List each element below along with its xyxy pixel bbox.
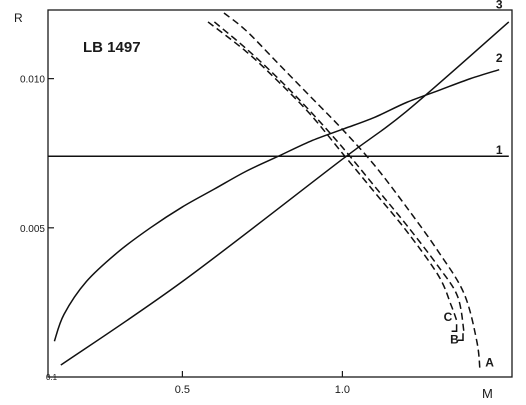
chart-title: LB 1497 bbox=[83, 39, 141, 56]
curve-c-bracket bbox=[451, 324, 458, 333]
curve-label-1: 1 bbox=[496, 143, 503, 157]
curve-label-b: B bbox=[450, 332, 459, 346]
curve-label-c: C bbox=[444, 310, 453, 324]
curve-c bbox=[207, 21, 459, 324]
y-tick-label: 0.005 bbox=[20, 224, 45, 235]
curve-labels: 1 2 3 CB A bbox=[444, 0, 503, 370]
axis-ticks: 0.5 1.0 0.005 0.010 bbox=[20, 75, 350, 396]
curve-label-a: A bbox=[485, 356, 494, 370]
x-tick-label: 0.5 bbox=[175, 384, 190, 396]
curve-a bbox=[223, 12, 481, 372]
curve-b bbox=[213, 21, 465, 333]
curve-label-2: 2 bbox=[496, 51, 503, 65]
corner-label: 0.1 bbox=[46, 373, 58, 382]
curve-3 bbox=[60, 21, 510, 366]
curve-b-bracket bbox=[458, 333, 464, 341]
curve-2 bbox=[53, 68, 500, 342]
curve-label-3: 3 bbox=[496, 0, 503, 12]
y-axis-label: R bbox=[14, 11, 23, 25]
curves bbox=[48, 12, 510, 372]
plot-frame bbox=[47, 9, 513, 378]
x-axis-label: M bbox=[482, 386, 493, 401]
x-tick-label: 1.0 bbox=[335, 384, 350, 396]
y-tick-label: 0.010 bbox=[20, 75, 45, 86]
